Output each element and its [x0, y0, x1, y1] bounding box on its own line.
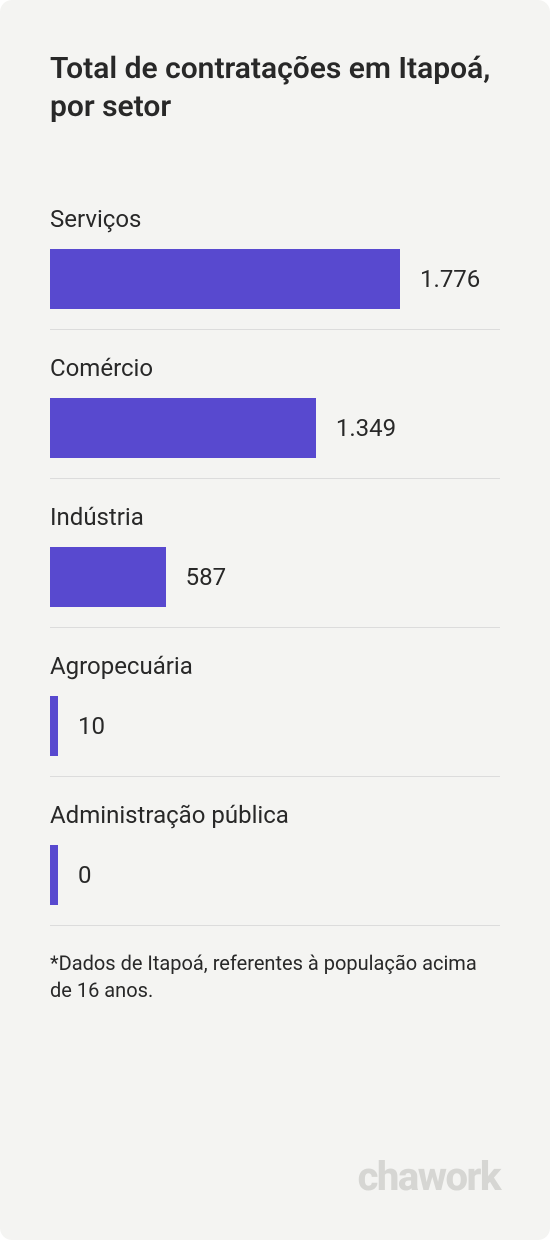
bar-fill [50, 249, 400, 309]
brand-logo: chawork [50, 1153, 500, 1200]
bar-row: Indústria 587 [50, 503, 500, 628]
bar-fill [50, 547, 166, 607]
bar-chart: Serviços 1.776 Comércio 1.349 Indústria … [50, 205, 500, 940]
bar-row: Administração pública 0 [50, 801, 500, 926]
bar-line: 587 [50, 547, 500, 607]
bar-value: 0 [78, 861, 92, 889]
bar-label: Indústria [50, 503, 500, 531]
bar-fill [50, 398, 316, 458]
bar-value: 587 [186, 563, 226, 591]
bar-value: 10 [78, 712, 105, 740]
bar-fill [50, 696, 58, 756]
bar-line: 1.776 [50, 249, 500, 309]
chart-title: Total de contratações em Itapoá, por set… [50, 50, 500, 125]
bar-label: Administração pública [50, 801, 500, 829]
bar-fill [50, 845, 58, 905]
bar-value: 1.776 [420, 265, 480, 293]
bar-value: 1.349 [336, 414, 396, 442]
bar-label: Serviços [50, 205, 500, 233]
bar-row: Serviços 1.776 [50, 205, 500, 330]
bar-row: Comércio 1.349 [50, 354, 500, 479]
chart-card: Total de contratações em Itapoá, por set… [0, 0, 550, 1240]
bar-label: Agropecuária [50, 652, 500, 680]
bar-row: Agropecuária 10 [50, 652, 500, 777]
bar-label: Comércio [50, 354, 500, 382]
chart-footnote: *Dados de Itapoá, referentes à população… [50, 950, 500, 1004]
bar-line: 0 [50, 845, 500, 905]
bar-line: 10 [50, 696, 500, 756]
bar-line: 1.349 [50, 398, 500, 458]
